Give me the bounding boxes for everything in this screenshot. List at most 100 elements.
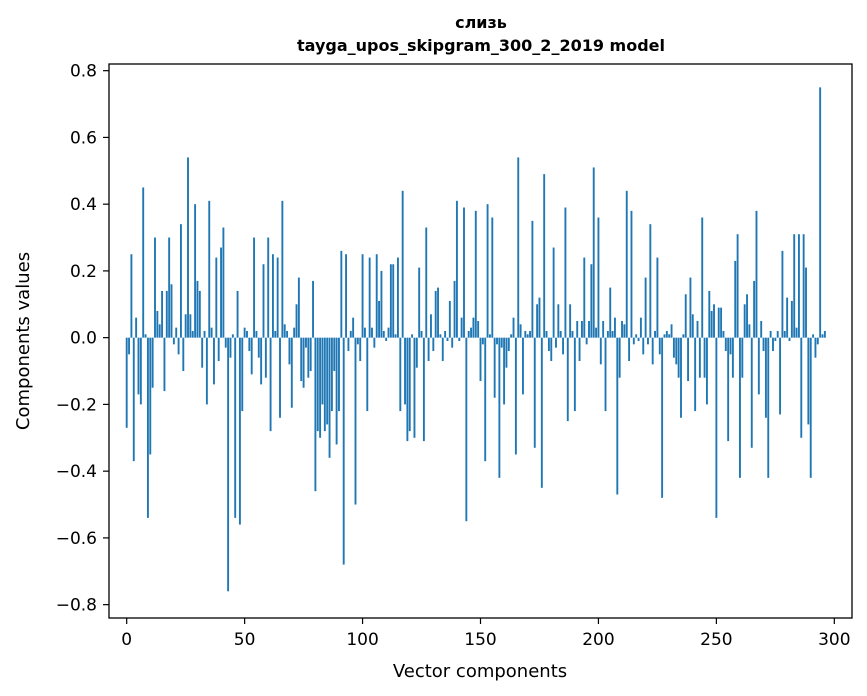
bar [427, 337, 430, 362]
y-tick-label: 0.0 [70, 329, 97, 349]
bar [514, 337, 517, 455]
bar [713, 304, 715, 338]
bar [672, 337, 675, 358]
bar [340, 250, 343, 338]
bar [302, 337, 305, 388]
bar [184, 314, 187, 338]
y-tick-label: −0.8 [56, 596, 97, 616]
bar [665, 330, 668, 338]
bar [401, 190, 404, 338]
bar [809, 337, 812, 478]
bar [536, 304, 539, 338]
bar [479, 337, 482, 382]
bar [614, 317, 616, 338]
bar [288, 337, 291, 365]
bar [602, 320, 605, 338]
bar [510, 334, 513, 338]
bar [500, 337, 503, 348]
bar [623, 324, 626, 338]
bar [651, 337, 654, 365]
bar [165, 290, 168, 338]
bar [408, 337, 411, 432]
bar [755, 210, 758, 338]
bar [394, 334, 397, 338]
bar [316, 337, 319, 432]
bar [639, 317, 642, 338]
bar [486, 204, 489, 338]
bar [474, 210, 477, 338]
bar [481, 337, 484, 345]
bar [356, 337, 359, 345]
x-tick-label: 150 [464, 630, 496, 650]
bar [816, 337, 819, 345]
bar [540, 337, 543, 488]
bar [205, 337, 208, 405]
bar [604, 337, 607, 412]
bar [569, 304, 572, 338]
bar [128, 337, 130, 355]
bar [241, 337, 244, 412]
bar [224, 337, 227, 348]
bar [290, 337, 293, 408]
bar [731, 337, 734, 378]
bar [578, 337, 581, 362]
bar [293, 327, 296, 338]
bar [543, 174, 546, 338]
chart-subtitle: tayga_upos_skipgram_300_2_2019 model [297, 36, 665, 55]
bar [196, 280, 199, 338]
y-tick-label: 0.6 [70, 128, 97, 148]
bar [647, 337, 649, 345]
bar [359, 337, 362, 362]
x-tick-label: 250 [700, 630, 732, 650]
bar [382, 330, 385, 338]
bar [161, 290, 164, 338]
bar [380, 270, 383, 338]
bar [739, 337, 741, 478]
bar [812, 334, 815, 338]
bar [191, 330, 194, 338]
bar [566, 337, 569, 422]
bar [399, 337, 402, 412]
bar [366, 337, 369, 412]
bar [736, 234, 739, 338]
bar [590, 264, 593, 338]
bar [321, 337, 324, 405]
bar [418, 267, 421, 338]
bar [267, 237, 270, 338]
bar [781, 250, 784, 338]
bar [550, 337, 553, 362]
bar [786, 297, 789, 338]
bar [691, 314, 694, 338]
bar [807, 337, 810, 425]
bar [764, 337, 767, 418]
bar [300, 337, 303, 382]
bar [349, 330, 352, 338]
bar [592, 167, 595, 338]
bar [397, 257, 399, 338]
bar [746, 294, 748, 338]
bar [413, 337, 416, 438]
bar [389, 264, 392, 338]
bar [217, 337, 220, 362]
bar [795, 327, 798, 338]
bar [507, 337, 510, 352]
bar [616, 337, 619, 495]
bar [609, 287, 612, 338]
bar [170, 284, 173, 338]
bar [342, 337, 345, 565]
x-tick-label: 100 [346, 630, 378, 650]
bar [142, 187, 145, 338]
bar [753, 280, 756, 338]
bar [314, 337, 317, 492]
bar [505, 337, 508, 368]
y-tick-label: −0.2 [56, 395, 97, 415]
bar [463, 207, 465, 338]
bar [392, 264, 395, 338]
bar [375, 254, 378, 338]
bar [415, 337, 418, 368]
bar [347, 337, 350, 352]
x-tick-label: 0 [121, 630, 132, 650]
bar [297, 277, 300, 338]
bar [253, 237, 256, 338]
bar [750, 337, 753, 448]
